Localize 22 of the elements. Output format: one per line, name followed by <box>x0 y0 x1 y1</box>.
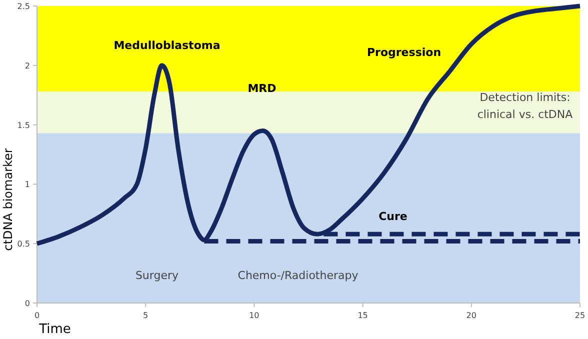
x-tick-label: 25 <box>574 311 586 320</box>
x-tick-label: 20 <box>466 311 476 320</box>
y-tick-label: 2.5 <box>17 2 30 11</box>
y-axis-title: ctDNA biomarker <box>1 148 15 251</box>
annotation: Progression <box>366 46 442 59</box>
y-tick-label: 2 <box>24 61 30 70</box>
annotation: Chemo-/Radiotherapy <box>238 269 359 282</box>
x-axis-title: Time <box>38 322 71 337</box>
x-tick-label: 10 <box>249 311 260 320</box>
annotation: Detection limits: clinical vs. ctDNA <box>477 91 574 121</box>
y-tick-label: 1 <box>24 180 30 190</box>
annotation: Cure <box>378 210 408 223</box>
x-tick-label: 0 <box>34 311 40 320</box>
x-tick-label: 5 <box>143 311 148 320</box>
y-tick-label: 0.5 <box>17 240 30 249</box>
line-series <box>34 4 582 246</box>
y-tick-label: 1.5 <box>17 120 30 130</box>
annotation: MRD <box>248 82 276 95</box>
y-tick-label: 0 <box>24 299 30 308</box>
x-tick-label: 15 <box>358 311 368 320</box>
annotation: Medulloblastoma <box>114 39 220 52</box>
annotation: Surgery <box>135 269 180 282</box>
